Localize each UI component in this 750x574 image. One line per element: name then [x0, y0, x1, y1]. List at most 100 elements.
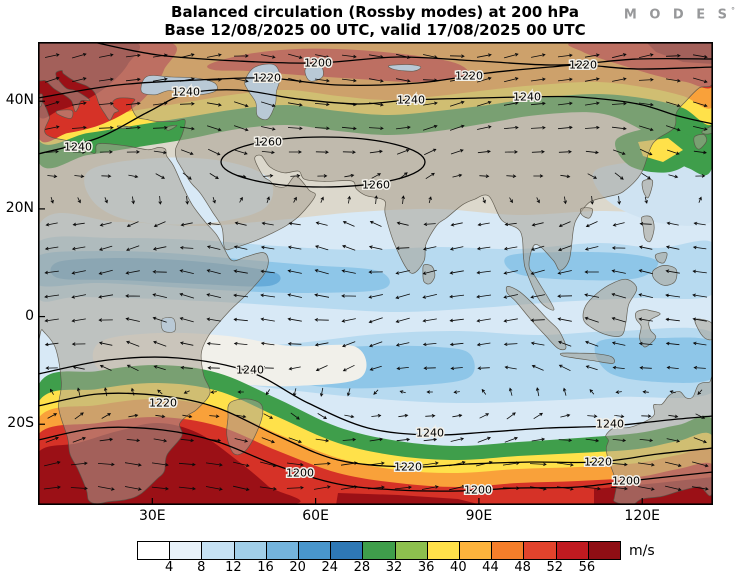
contour-label: 1240 [64, 141, 92, 154]
wind-arrows [43, 53, 709, 492]
contour-label: 1260 [254, 136, 282, 149]
chart-subtitle: Base 12/08/2025 00 UTC, valid 17/08/2025… [164, 21, 586, 39]
landmass [640, 215, 655, 243]
colorbar-tick-labels: 4 8 12 16 20 24 28 32 36 40 44 48 52 56 [137, 560, 619, 574]
contour-label: 1240 [513, 91, 541, 104]
x-tick-label: 90E [465, 508, 493, 524]
colorbar-tick-label: 52 [546, 560, 563, 574]
colorbar-tick-label: 8 [197, 560, 206, 574]
height-contour [38, 89, 713, 155]
colorbar-tick-label: 12 [225, 560, 242, 574]
lake [160, 317, 176, 333]
colorbar-cell [491, 542, 524, 559]
y-tick-label: 0 [25, 307, 34, 324]
contour-label: 1240 [416, 427, 444, 440]
modes-logo: M O D E S° [624, 6, 736, 22]
wind-vector-field [43, 53, 709, 492]
contour-label: 1220 [455, 70, 483, 83]
contour-label: 1200 [286, 467, 314, 480]
modes-logo-text: M O D E S [623, 7, 731, 23]
colorbar-tick-label: 40 [450, 560, 467, 574]
colorbar-cell [265, 542, 299, 559]
landmass [505, 286, 567, 351]
contour-label: 1200 [464, 484, 492, 497]
landmass [559, 352, 615, 364]
colorbar-cell [555, 542, 588, 559]
colorbar-cell [201, 542, 234, 559]
colorbar-cell [169, 542, 202, 559]
height-contour [220, 136, 426, 188]
landmass [55, 109, 74, 119]
colorbar-tick-label: 28 [353, 560, 371, 574]
height-contour [38, 356, 713, 436]
height-contour [92, 42, 713, 66]
contour-label: 1220 [394, 461, 422, 474]
height-contour [38, 426, 713, 492]
chart-title: Balanced circulation (Rossby modes) at 2… [171, 3, 579, 21]
landmass [579, 207, 593, 219]
contour-label: 1220 [149, 397, 177, 410]
lake [388, 64, 422, 72]
contour-label: 1240 [236, 364, 264, 377]
y-tick-label: 40N [5, 92, 34, 109]
contour-label: 1220 [569, 59, 597, 72]
landmass [694, 318, 713, 341]
landmass [605, 375, 713, 505]
colorbar-tick-label: 24 [321, 560, 339, 574]
colorbar-cell [298, 542, 331, 559]
height-contour [38, 64, 713, 99]
map-border [38, 42, 713, 505]
height-contour [38, 392, 713, 468]
colorbar-cell [138, 542, 170, 559]
colorbar [137, 541, 621, 560]
landmass [165, 124, 178, 131]
contour-label: 1240 [596, 418, 624, 431]
x-tick-label: 120E [624, 508, 661, 524]
shading-region [336, 493, 482, 505]
contour-label: 1220 [253, 72, 281, 85]
colorbar-cell [523, 542, 556, 559]
colorbar-tick-label: 44 [482, 560, 499, 574]
colorbar-cell [362, 542, 395, 559]
colorbar-tick-label: 4 [164, 560, 174, 574]
modes-logo-mark: ° [731, 6, 736, 15]
landmass [693, 134, 708, 150]
contour-label: 1240 [397, 94, 425, 107]
contour-label: 1220 [584, 456, 612, 469]
landmass [641, 179, 654, 199]
shading-region [594, 337, 713, 383]
colorbar-cell [426, 542, 460, 559]
colorbar-cell [459, 542, 492, 559]
colorbar-tick-label: 20 [289, 560, 306, 574]
colorbar-tick-label: 56 [578, 560, 596, 574]
x-tick-label: 30E [138, 508, 166, 524]
map-frame: 1200 1220 1220 1220 1240 1240 1240 1240 1260 1260… [38, 42, 713, 505]
contour-label: 1200 [612, 475, 640, 488]
colorbar-tick-label: 48 [514, 560, 531, 574]
colorbar-cell [233, 542, 266, 559]
colorbar-cell [587, 542, 621, 559]
y-tick-label: 20N [5, 199, 34, 216]
y-tick-label: 20S [7, 415, 34, 432]
colorbar-tick-label: 32 [385, 560, 403, 574]
colorbar-unit-label: m/s [629, 543, 655, 559]
contour-label: 1240 [172, 86, 200, 99]
landmass [226, 398, 264, 456]
colorbar-tick-label: 36 [417, 560, 435, 574]
shading-region [504, 251, 659, 281]
landmass [654, 252, 668, 264]
colorbar-cell [394, 542, 427, 559]
landmass [582, 278, 638, 337]
landmass [38, 101, 269, 505]
contour-label: 1260 [362, 179, 390, 192]
landmass [422, 264, 436, 285]
colorbar-cell [330, 542, 363, 559]
colorbar-tick-label: 16 [257, 560, 274, 574]
landmass [651, 265, 678, 286]
landmass [701, 125, 713, 135]
x-tick-label: 60E [302, 508, 329, 524]
